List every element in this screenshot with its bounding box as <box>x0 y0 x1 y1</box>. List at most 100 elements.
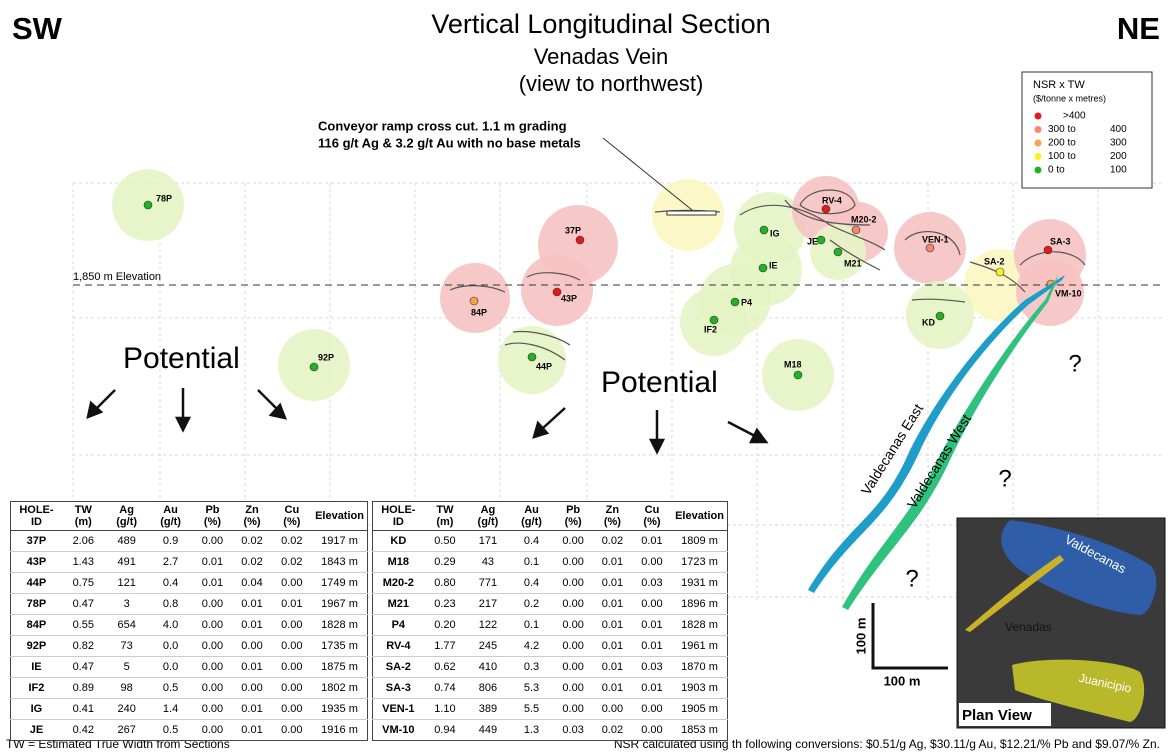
table-cell: 491 <box>104 551 149 573</box>
hole-marker <box>816 235 826 245</box>
table-cell: 0.00 <box>192 719 233 741</box>
scale-label: 100 m <box>853 618 868 655</box>
column-header: HOLE-ID <box>372 501 424 531</box>
table-cell: 0.01 <box>192 572 233 594</box>
table-cell: 1875 m <box>312 656 368 678</box>
legend-label: 400 <box>1110 124 1127 135</box>
hole-marker <box>821 204 831 214</box>
table-cell: 0.02 <box>232 551 272 573</box>
conveyor-ramp <box>666 210 717 216</box>
table-cell: 0.00 <box>271 677 313 699</box>
hole-marker <box>469 296 479 306</box>
table-cell: 1917 m <box>312 530 368 552</box>
table-cell: 121 <box>104 572 149 594</box>
table-cell: 0.82 <box>61 635 105 657</box>
table-cell: 0.01 <box>232 656 272 678</box>
table-header-row: HOLE-ID TW (m) Ag (g/t) Au (g/t) Pb (%) Zn (%… <box>372 501 728 531</box>
scale-bar <box>871 603 948 670</box>
table-cell: 0.42 <box>61 719 105 741</box>
title: Vertical Longitudinal Section <box>431 9 770 39</box>
hole-label: JE <box>807 236 818 246</box>
table-cell: 37P <box>10 530 62 552</box>
table-cell: 0.62 <box>423 656 467 678</box>
table-cell: 0.00 <box>592 698 632 720</box>
table-cell: 44P <box>10 572 62 594</box>
table-cell: 0.00 <box>631 698 673 720</box>
hole-label: VM-10 <box>1055 288 1082 298</box>
table-cell: 1828 m <box>312 614 368 636</box>
table-cell: M18 <box>372 551 424 573</box>
plan-title: Plan View <box>962 707 1032 724</box>
hole-label: IF2 <box>704 324 717 334</box>
hole-marker <box>925 243 935 253</box>
table-cell: 0.00 <box>553 698 593 720</box>
table-cell: 2.7 <box>148 551 193 573</box>
hole-label: VEN-1 <box>922 234 949 244</box>
subtitle: (view to northwest) <box>519 71 704 96</box>
table-cell: 0.00 <box>192 677 233 699</box>
table-cell: 0.03 <box>631 656 673 678</box>
table-cell: M20-2 <box>372 572 424 594</box>
table-cell: 1809 m <box>672 530 728 552</box>
hole-marker <box>759 225 769 235</box>
annotation: 116 g/t Ag & 3.2 g/t Au with no base met… <box>318 135 581 150</box>
table-cell: 0.00 <box>192 698 233 720</box>
table-cell: SA-2 <box>372 656 424 678</box>
table-cell: 0.89 <box>61 677 105 699</box>
table-cell: 0.4 <box>148 572 193 594</box>
halos <box>112 169 1086 411</box>
plan-view: Valdecanas Venadas Juanicipio Plan View <box>956 517 1166 729</box>
table-cell: 0.00 <box>271 572 313 594</box>
table-cell: 0.01 <box>592 656 632 678</box>
table-cell: 0.00 <box>553 635 593 657</box>
table-cell: 1843 m <box>312 551 368 573</box>
hole-label: KD <box>922 317 935 327</box>
footer-note: NSR calculated using th following conver… <box>614 737 1160 751</box>
legend: NSR x TW ($/tonne x metres) >400 300 to 40… <box>1021 71 1153 189</box>
table-cell: 0.20 <box>423 614 467 636</box>
unknown-mark: ? <box>905 565 918 592</box>
table-row: IF2 0.89 98 0.5 0.00 0.00 0.00 1802 m <box>10 677 368 699</box>
table-cell: 43 <box>466 551 510 573</box>
table-cell: 0.2 <box>509 593 554 615</box>
legend-marker <box>1034 166 1042 174</box>
hole-label: 78P <box>156 193 172 203</box>
legend-label: 300 to <box>1048 124 1076 135</box>
hole-marker <box>833 247 843 257</box>
direction-ne: NE <box>1117 11 1160 46</box>
table-row: 44P 0.75 121 0.4 0.01 0.04 0.00 1749 m <box>10 572 368 594</box>
table-cell: 0.01 <box>631 677 673 699</box>
hole-label: 84P <box>471 307 487 317</box>
table-cell: 1723 m <box>672 551 728 573</box>
table-cell: 389 <box>466 698 510 720</box>
table-cell: 0.00 <box>271 719 313 741</box>
table-row: 78P 0.47 3 0.8 0.00 0.01 0.01 1967 m <box>10 593 368 615</box>
table-cell: 73 <box>104 635 149 657</box>
table-cell: 449 <box>466 719 510 741</box>
table-cell: 0.29 <box>423 551 467 573</box>
table-cell: 0.00 <box>192 614 233 636</box>
table-cell: 0.00 <box>553 551 593 573</box>
table-row: RV-4 1.77 245 4.2 0.00 0.01 0.01 1961 m <box>372 635 728 657</box>
table-row: SA-3 0.74 806 5.3 0.00 0.01 0.01 1903 m <box>372 677 728 699</box>
table-row: M18 0.29 43 0.1 0.00 0.01 0.00 1723 m <box>372 551 728 573</box>
column-header: Cu (%) <box>631 501 673 531</box>
table-cell: 806 <box>466 677 510 699</box>
legend-title: NSR x TW <box>1033 79 1085 91</box>
table-cell: 0.00 <box>192 593 233 615</box>
column-header: Au (g/t) <box>509 501 554 531</box>
table-cell: 0.00 <box>271 614 313 636</box>
table-cell: 0.00 <box>192 635 233 657</box>
table-cell: SA-3 <box>372 677 424 699</box>
table-cell: 0.01 <box>232 719 272 741</box>
table-cell: 0.00 <box>631 593 673 615</box>
column-header: Elevation <box>312 501 368 531</box>
table-cell: 1903 m <box>672 677 728 699</box>
table-cell: 1896 m <box>672 593 728 615</box>
table-cell: 3 <box>104 593 149 615</box>
table-cell: 0.03 <box>631 572 673 594</box>
table-cell: 5.5 <box>509 698 554 720</box>
table-row: KD 0.50 171 0.4 0.00 0.02 0.01 1809 m <box>372 530 728 552</box>
legend-label: 200 to <box>1048 138 1076 149</box>
hole-label: SA-3 <box>1050 236 1071 246</box>
